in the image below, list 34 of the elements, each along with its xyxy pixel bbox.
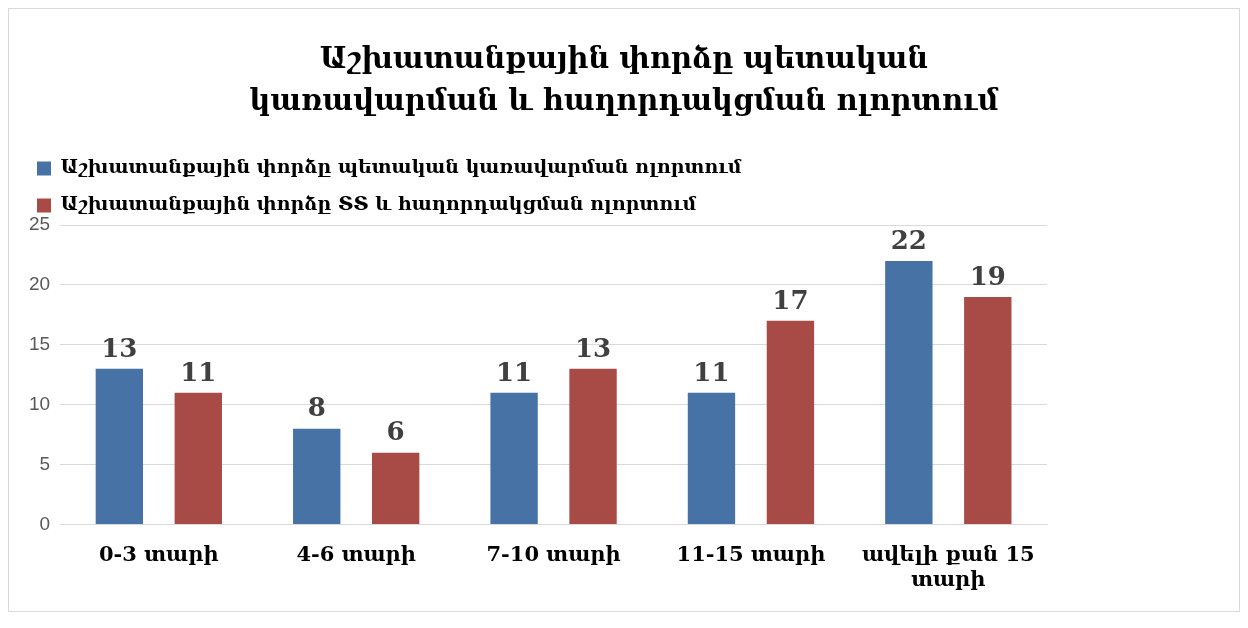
data-label: 19	[969, 260, 1006, 291]
bar	[95, 368, 144, 525]
y-tick-label: 20	[28, 273, 51, 295]
legend-label: Աշխատանքային փորձը պետական կառավարման ոլորտում	[60, 155, 742, 178]
data-label: 11	[180, 356, 217, 387]
data-label: 11	[496, 356, 533, 387]
x-tick-label: 11-15 տարի	[676, 540, 826, 566]
y-tick-label: 25	[28, 213, 51, 235]
x-tick-label: 7-10 տարի	[486, 540, 621, 566]
bar	[293, 428, 341, 525]
x-tick-label: 4-6 տարի	[296, 540, 417, 566]
y-tick-label: 10	[28, 392, 51, 414]
bar	[766, 320, 815, 525]
data-label: 11	[693, 356, 730, 387]
bar	[371, 452, 420, 525]
chart-title: Աշխատանքային փորձը պետական կառավարման և հաղորդակցման ոլորտում	[248, 40, 1000, 119]
data-label: 6	[386, 416, 405, 447]
data-label: 13	[101, 332, 138, 363]
legend-label: Աշխատանքային փորձը ՏՏ և հաղորդակցման ոլորտում	[60, 192, 697, 215]
bar	[885, 260, 933, 525]
data-label: 22	[890, 224, 927, 255]
y-tick-label: 5	[39, 452, 51, 474]
bar	[490, 392, 538, 525]
x-tick-label: ավելի քան 15 տարի	[861, 540, 1035, 591]
data-label: 17	[772, 284, 809, 315]
bar	[569, 368, 617, 525]
bar	[964, 296, 1012, 525]
x-tick-label: 0-3 տարի	[99, 540, 219, 566]
data-label: 8	[307, 392, 326, 423]
data-label: 13	[574, 332, 612, 363]
y-tick-label: 15	[28, 333, 51, 355]
y-tick-label: 0	[39, 512, 51, 534]
bar	[687, 392, 736, 525]
bar	[174, 392, 222, 525]
